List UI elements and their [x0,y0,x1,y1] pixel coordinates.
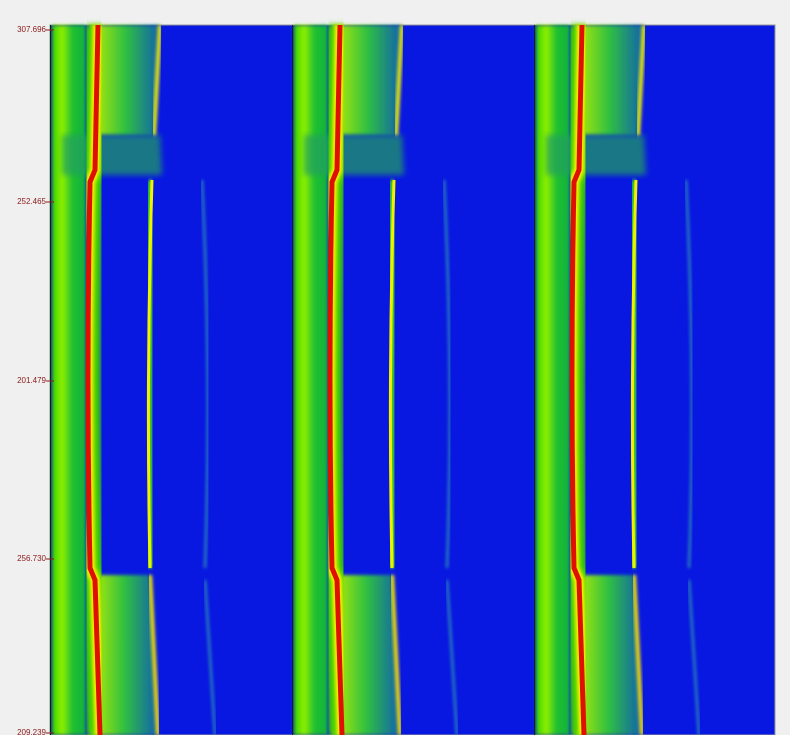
axis-label: 252.465 [17,197,46,206]
viewer: 307.696 252.465 201.479 256.730 209.239 [0,0,790,735]
axis-labels: 307.696 252.465 201.479 256.730 209.239 [17,25,54,735]
page: 307.696252.465201.479256.730209.239 (() … [0,0,790,735]
axis-label: 209.239 [17,728,46,735]
panel-divider [292,25,293,735]
axis-label: 256.730 [17,554,46,563]
axis-label: 201.479 [17,376,46,385]
axis-label: 307.696 [17,25,46,34]
top-shadow [304,135,404,175]
top-shadow [62,135,162,175]
top-shadow [546,135,646,175]
image-area [50,25,775,735]
panel-divider [50,25,51,735]
panel-divider [534,25,535,735]
